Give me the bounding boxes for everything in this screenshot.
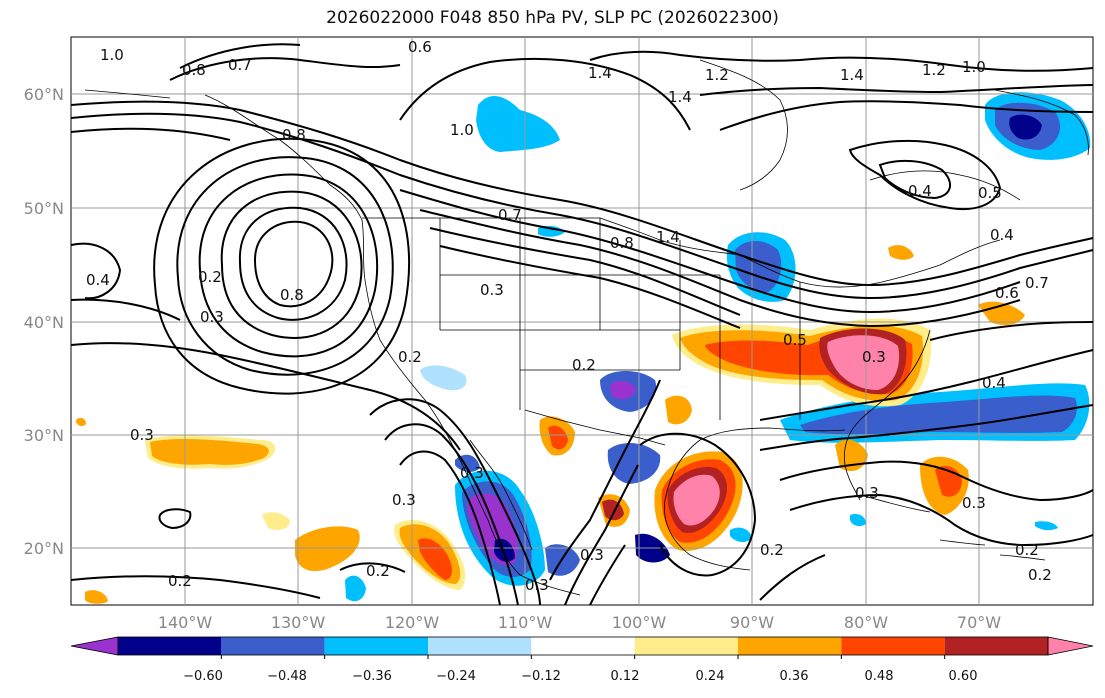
contour-label: 1.0 (100, 46, 124, 64)
pv-negative-region (494, 538, 515, 562)
contour-label: 0.2 (366, 562, 390, 580)
contour-label: 1.4 (588, 64, 612, 82)
lon-label: 90°W (730, 613, 774, 632)
colorbar-segments (70, 636, 1094, 659)
lon-label: 80°W (844, 613, 888, 632)
contour-label: 0.6 (408, 38, 432, 56)
lon-label: 130°W (271, 613, 326, 632)
pv-negative-region (1035, 521, 1058, 531)
contour-label: 1.4 (656, 228, 680, 246)
contour-label: 0.5 (783, 331, 807, 349)
lon-label: 140°W (158, 613, 213, 632)
contour-label: 1.2 (922, 61, 946, 79)
pv-negative-region (850, 514, 866, 527)
contour-label: 0.4 (990, 226, 1014, 244)
pv-positive-region (548, 425, 568, 450)
lat-label: 20°N (24, 539, 64, 558)
contour-label: 0.3 (460, 464, 484, 482)
lat-label: 30°N (24, 426, 64, 445)
colorbar-tick: −0.24 (436, 669, 476, 684)
contour-label: 1.4 (840, 66, 864, 84)
contour-label: 0.8 (610, 234, 634, 252)
contour-label: 1.2 (705, 66, 729, 84)
pv-positive-region (85, 590, 108, 604)
contour-label: 0.4 (86, 271, 110, 289)
pv-positive-region (827, 335, 900, 390)
colorbar-tick: −0.12 (521, 669, 561, 684)
lon-label: 120°W (385, 613, 440, 632)
lat-label: 60°N (24, 85, 64, 104)
lon-axis: 140°W 130°W 120°W 110°W 100°W 90°W 80°W … (158, 613, 1001, 632)
contour-label: 0.7 (1025, 274, 1049, 292)
contour-label: 0.8 (182, 61, 206, 79)
contour-label: 0.2 (572, 356, 596, 374)
lat-axis: 60°N 50°N 40°N 30°N 20°N (24, 85, 64, 558)
contour-label: 0.3 (392, 491, 416, 509)
contour-label: 0.3 (855, 484, 879, 502)
map-frame (70, 36, 1094, 606)
pv-negative-region (800, 395, 1077, 435)
contour-label: 0.7 (228, 56, 252, 74)
contour-label: 0.3 (130, 426, 154, 444)
contour-label: 1.0 (450, 121, 474, 139)
map-panel: 1.0 0.6 0.8 0.7 1.4 1.2 1.4 1.2 1.0 1.4 … (24, 36, 1094, 632)
pv-positive-region (262, 512, 290, 530)
contour-label: 0.6 (995, 284, 1019, 302)
contour-label: 0.5 (978, 184, 1002, 202)
pv-positive-region (295, 526, 360, 572)
contour-label: 0.3 (200, 308, 224, 326)
colorbar-tick: −0.36 (352, 669, 392, 684)
pv-negative-region (730, 527, 752, 543)
pv-negative-region (538, 225, 565, 237)
contour-label: 0.2 (168, 572, 192, 590)
pv-negative-region (345, 575, 366, 602)
pv-negative-region (420, 365, 467, 391)
pv-positive-region (418, 538, 452, 580)
pv-positive-region (978, 301, 1025, 326)
pv-contours (70, 43, 1094, 606)
colorbar-tick: 0.48 (865, 669, 894, 684)
contour-label: 0.4 (982, 374, 1006, 392)
contour-label: 0.2 (760, 541, 784, 559)
contour-label: 0.2 (198, 268, 222, 286)
contour-label: 0.8 (282, 126, 306, 144)
pv-negative-region (610, 380, 636, 400)
contour-label: 0.8 (280, 286, 304, 304)
colorbar-tick: 0.60 (949, 669, 978, 684)
colorbar-ticks: −0.60 −0.48 −0.36 −0.24 −0.12 0.12 0.24 … (183, 669, 977, 684)
lon-label: 100°W (612, 613, 667, 632)
contour-label: 0.3 (580, 546, 604, 564)
contour-label: 0.2 (398, 348, 422, 366)
contour-label: 0.2 (1015, 541, 1039, 559)
contour-label: 0.3 (480, 281, 504, 299)
pv-positive-region (150, 438, 269, 465)
contour-label: 0.3 (962, 494, 986, 512)
colorbar-tick: 0.36 (780, 669, 809, 684)
lon-label: 70°W (957, 613, 1001, 632)
colorbar-tick: 0.24 (696, 669, 725, 684)
contour-label: 0.3 (862, 348, 886, 366)
lon-label: 110°W (498, 613, 553, 632)
pv-positive-region (665, 395, 692, 425)
pv-positive-region (673, 474, 720, 526)
contour-labels: 1.0 0.6 0.8 0.7 1.4 1.2 1.4 1.2 1.0 1.4 … (86, 38, 1052, 594)
coastlines-borders (84, 59, 1089, 596)
lat-label: 50°N (24, 199, 64, 218)
contour-label: 0.2 (1028, 566, 1052, 584)
contour-label: 0.7 (498, 206, 522, 224)
lat-label: 40°N (24, 313, 64, 332)
pv-negative-region (1009, 114, 1042, 140)
chart-title: 2026022000 F048 850 hPa PV, SLP PC (2026… (326, 8, 779, 28)
contour-label: 0.3 (525, 576, 549, 594)
colorbar-tick: −0.60 (183, 669, 223, 684)
contour-label: 0.4 (908, 182, 932, 200)
contour-label: 1.0 (962, 58, 986, 76)
pv-positive-region (76, 417, 86, 427)
pv-positive-region (888, 245, 914, 260)
colorbar-tick: −0.48 (267, 669, 307, 684)
pv-negative-region (607, 443, 661, 484)
colorbar-tick: 0.12 (611, 669, 640, 684)
pv-negative-region (480, 103, 515, 127)
contour-label: 1.4 (668, 88, 692, 106)
